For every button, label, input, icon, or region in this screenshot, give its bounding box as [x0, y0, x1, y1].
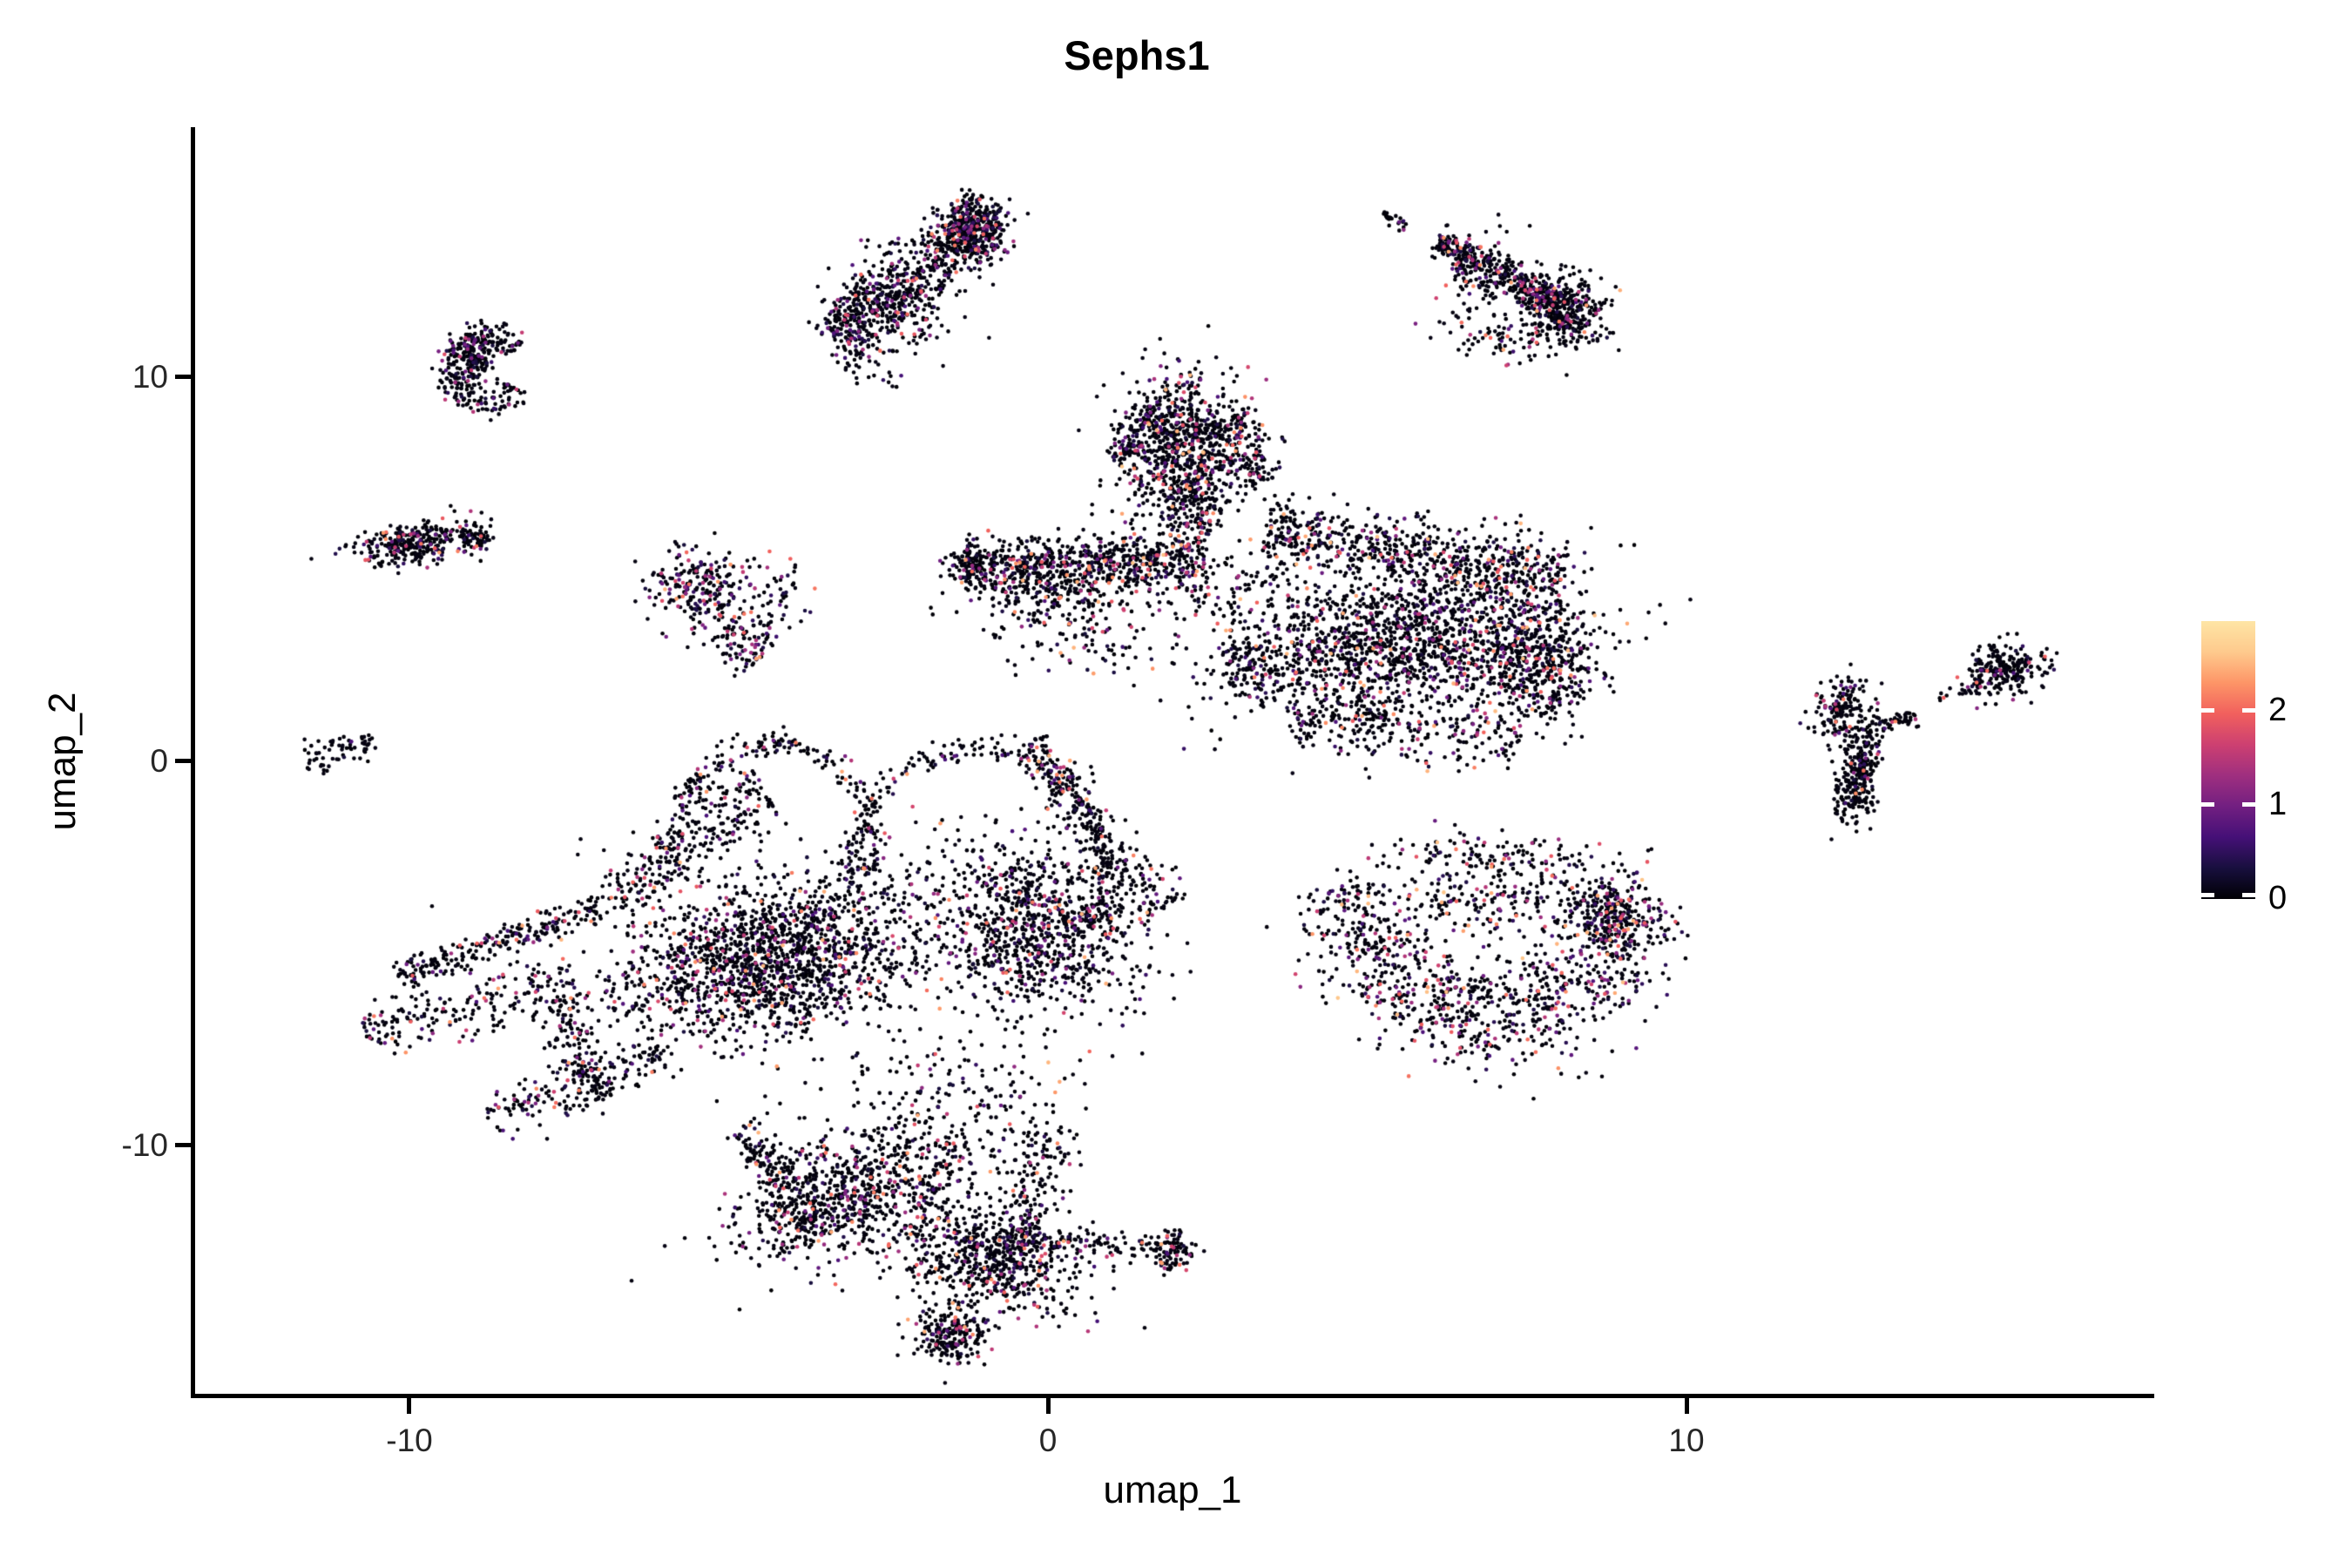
x-axis-title: umap_1: [1103, 1469, 1242, 1511]
colorbar-tick-mark: [2242, 708, 2255, 713]
y-tick-label: -10: [121, 1127, 168, 1163]
x-axis-line: [191, 1394, 2154, 1398]
colorbar-tick-mark: [2201, 708, 2214, 713]
colorbar-tick-label: 0: [2268, 880, 2288, 916]
colorbar-tick-mark: [2242, 802, 2255, 807]
x-tick-label: -10: [386, 1423, 433, 1458]
x-tick-label: 10: [1668, 1423, 1705, 1458]
y-tick-mark: [175, 1143, 191, 1147]
colorbar-tick-mark: [2242, 893, 2255, 897]
colorbar-tick-label: 2: [2268, 692, 2288, 728]
x-tick-mark: [407, 1398, 411, 1414]
x-tick-mark: [1046, 1398, 1051, 1414]
colorbar-tick-label: 1: [2268, 786, 2288, 822]
colorbar-gradient: [2201, 621, 2255, 899]
x-tick-mark: [1685, 1398, 1689, 1414]
y-tick-mark: [175, 375, 191, 379]
y-tick-mark: [175, 759, 191, 763]
y-axis-line: [191, 127, 195, 1398]
colorbar-tick-mark: [2201, 893, 2214, 897]
x-tick-label: 0: [1038, 1423, 1058, 1458]
y-axis-title: umap_2: [41, 692, 84, 831]
y-tick-label: 10: [132, 359, 168, 395]
plot-title: Sephs1: [1064, 32, 1210, 78]
colorbar-tick-mark: [2201, 802, 2214, 807]
y-tick-label: 0: [150, 743, 168, 779]
